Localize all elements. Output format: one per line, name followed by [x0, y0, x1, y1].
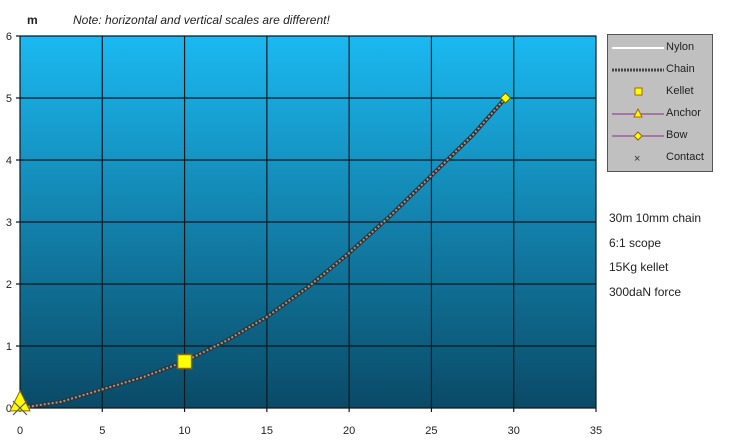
y-tick-label: 1	[6, 341, 12, 353]
contact-marker	[12, 400, 28, 416]
y-tick-label: 3	[6, 217, 12, 229]
x-tick-label: 35	[590, 425, 602, 437]
x-tick-label: 30	[508, 425, 520, 437]
legend-item-anchor: Anchor	[608, 103, 712, 125]
x-tick-label: 20	[343, 425, 355, 437]
x-tick-label: 0	[17, 425, 23, 437]
legend-item-bow: Bow	[608, 125, 712, 147]
y-tick-label: 0	[6, 403, 12, 415]
svg-text:×: ×	[634, 153, 640, 165]
chain-line-links	[19, 97, 507, 409]
chart-title: Note: horizontal and vertical scales are…	[73, 13, 330, 27]
x-tick-label: 25	[425, 425, 437, 437]
x-tick-label: 10	[178, 425, 190, 437]
note-kellet: 15Kg kellet	[609, 260, 669, 274]
y-axis-label: m	[27, 13, 38, 27]
legend: Nylon Chain Kellet Anchor Bow × Contact	[607, 34, 713, 172]
x-tick-label: 5	[99, 425, 105, 437]
y-tick-label: 4	[6, 155, 12, 167]
y-tick-label: 2	[6, 279, 12, 291]
note-scope: 6:1 scope	[609, 235, 662, 250]
legend-item-contact: × Contact	[634, 151, 704, 165]
legend-item-kellet: Kellet	[608, 81, 712, 103]
bow-marker	[499, 92, 512, 104]
legend-item-nylon: Nylon	[612, 41, 695, 53]
kellet-marker	[176, 353, 193, 370]
note-force: 300daN force	[609, 284, 682, 299]
legend-item-chain: Chain	[612, 63, 695, 75]
x-tick-label: 15	[261, 425, 273, 437]
y-tick-label: 6	[6, 31, 12, 43]
parameter-notes: 30m 10mm chain 6:1 scope 15Kg kellet 300…	[609, 206, 701, 304]
note-chain: 30m 10mm chain	[609, 211, 702, 225]
anchor-marker	[9, 389, 31, 412]
y-tick-label: 5	[6, 93, 12, 105]
